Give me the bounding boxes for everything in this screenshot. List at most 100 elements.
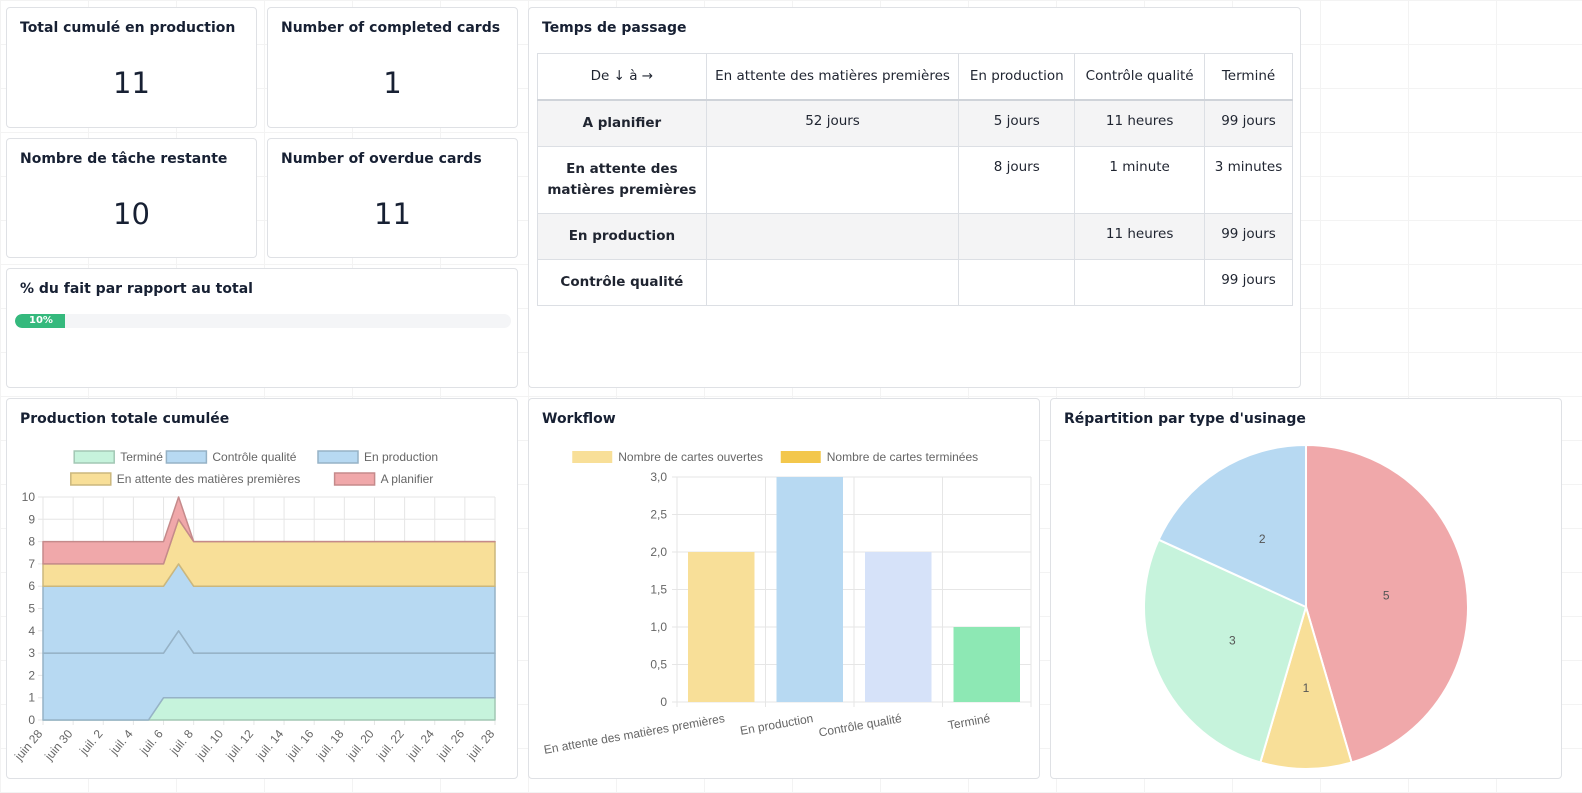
kpi-card-restante: Nombre de tâche restante 10 (6, 138, 257, 258)
table-row: Contrôle qualité 99 jours (537, 259, 1293, 306)
pie-slice (1305, 443, 1469, 764)
legend-label: En attente des matières premières (117, 472, 300, 486)
column-header: Contrôle qualité (1074, 53, 1206, 101)
progress-bar: 10% (15, 314, 511, 328)
row-header: A planifier (537, 99, 707, 147)
table-cell (958, 213, 1076, 260)
table-corner-header: De ↓ à → (537, 53, 707, 101)
legend-label: A planifier (381, 472, 434, 486)
legend-label: Nombre de cartes ouvertes (618, 450, 763, 464)
chart-title: Workflow (542, 411, 616, 427)
y-tick-label: 1,0 (650, 620, 667, 634)
y-tick-label: 8 (28, 535, 35, 549)
kpi-title: Number of overdue cards (281, 151, 482, 167)
y-tick-label: 9 (28, 512, 35, 526)
y-tick-label: 10 (22, 490, 36, 504)
table-cell (705, 213, 960, 260)
legend-swatch (70, 472, 112, 486)
x-tick-label: juil. 24 (403, 727, 437, 764)
kpi-card-total-cumule: Total cumulé en production 11 (6, 7, 257, 128)
legend-label: Nombre de cartes terminées (827, 450, 978, 464)
row-header: En production (537, 213, 707, 260)
table-header-row: De ↓ à → En attente des matières premièr… (537, 53, 1293, 101)
legend-label: Contrôle qualité (212, 450, 296, 464)
table-cell: 1 minute (1074, 146, 1206, 214)
progress-title: % du fait par rapport au total (20, 281, 253, 297)
table-row: A planifier 52 jours 5 jours 11 heures 9… (537, 99, 1293, 147)
kpi-title: Total cumulé en production (20, 20, 236, 36)
table-cell (705, 259, 960, 306)
legend-swatch (780, 451, 821, 463)
progress-card: % du fait par rapport au total 10% (6, 268, 518, 388)
x-tick-label: juil. 28 (464, 727, 498, 764)
table-cell (1074, 259, 1206, 306)
y-tick-label: 1,5 (650, 583, 667, 597)
chart-title: Production totale cumulée (20, 411, 230, 427)
x-tick-label: juil. 14 (253, 727, 287, 764)
progress-fill: 10% (15, 314, 65, 328)
x-tick-label: juil. 12 (223, 727, 257, 764)
table-cell: 8 jours (958, 146, 1076, 214)
workflow-chart-card: Workflow 0 0,5 1,0 1,5 2,0 2,5 3,0 En attente d… (528, 398, 1040, 779)
x-tick-label: juin 30 (41, 727, 75, 764)
transit-table: De ↓ à → En attente des matières premièr… (537, 53, 1293, 306)
x-tick-label: juil. 8 (167, 727, 197, 758)
pie-slice (1143, 538, 1308, 764)
y-tick-label: 7 (28, 557, 35, 571)
x-tick-label: juil. 20 (343, 727, 377, 764)
table-cell: 52 jours (705, 99, 960, 147)
y-tick-label: 3 (28, 646, 35, 660)
kpi-title: Number of completed cards (281, 20, 501, 36)
x-tick-label: juin 28 (11, 727, 45, 764)
pie-slice-label: 2 (1259, 532, 1266, 546)
table-cell (958, 259, 1076, 306)
y-tick-label: 4 (28, 624, 35, 638)
legend-swatch (333, 472, 376, 486)
x-tick-label: juil. 6 (136, 727, 166, 758)
chart-title: Répartition par type d'usinage (1064, 411, 1306, 427)
bar (865, 552, 932, 702)
usinage-pie-chart: 5 1 3 2 (1143, 443, 1469, 770)
production-chart-card: Production totale cumulée 0 1 2 3 4 5 6 7 8 9 10 ju… (6, 398, 518, 779)
kpi-value: 10 (113, 197, 150, 231)
pie-slice-label: 1 (1303, 681, 1310, 695)
pie-slice (1259, 603, 1353, 770)
table-row: En attente des matières premières 8 jour… (537, 146, 1293, 214)
table-row: En production 11 heures 99 jours (537, 213, 1293, 260)
x-tick-label: Terminé (947, 711, 992, 732)
bar (688, 552, 755, 702)
table-cell: 99 jours (1204, 99, 1293, 147)
legend-swatch (165, 450, 208, 464)
bar (953, 627, 1020, 702)
kpi-card-completed: Number of completed cards 1 (267, 7, 518, 128)
pie-slice-label: 3 (1229, 634, 1236, 648)
x-tick-label: En attente des matières premières (543, 711, 726, 757)
x-tick-label: Contrôle qualité (818, 711, 904, 739)
legend-swatch (317, 450, 359, 464)
column-header: Terminé (1204, 53, 1293, 101)
x-tick-label: juil. 26 (434, 727, 468, 764)
y-tick-label: 1 (28, 691, 35, 705)
legend-label: En production (364, 450, 438, 464)
kpi-card-overdue: Number of overdue cards 11 (267, 138, 518, 258)
y-tick-label: 6 (28, 579, 35, 593)
x-tick-label: juil. 22 (373, 727, 407, 764)
kpi-value: 11 (113, 66, 150, 100)
y-tick-label: 2,5 (650, 508, 667, 522)
table-cell: 3 minutes (1204, 146, 1293, 214)
column-header: En attente des matières premières (705, 53, 960, 101)
y-tick-label: 2 (28, 668, 35, 682)
x-tick-label: En production (739, 711, 814, 738)
transit-card: Temps de passage De ↓ à → En attente des… (528, 7, 1301, 388)
y-tick-label: 2,0 (650, 545, 667, 559)
bar (776, 477, 843, 702)
area-series (42, 496, 496, 565)
x-tick-label: juil. 18 (313, 727, 347, 764)
y-tick-label: 0 (28, 713, 35, 727)
y-tick-label: 5 (28, 602, 35, 616)
pie-slice (1157, 443, 1307, 609)
table-cell (705, 146, 960, 214)
workflow-bar-chart: 0 0,5 1,0 1,5 2,0 2,5 3,0 En attente des matièr… (543, 450, 1032, 757)
y-tick-label: 0,5 (650, 658, 667, 672)
